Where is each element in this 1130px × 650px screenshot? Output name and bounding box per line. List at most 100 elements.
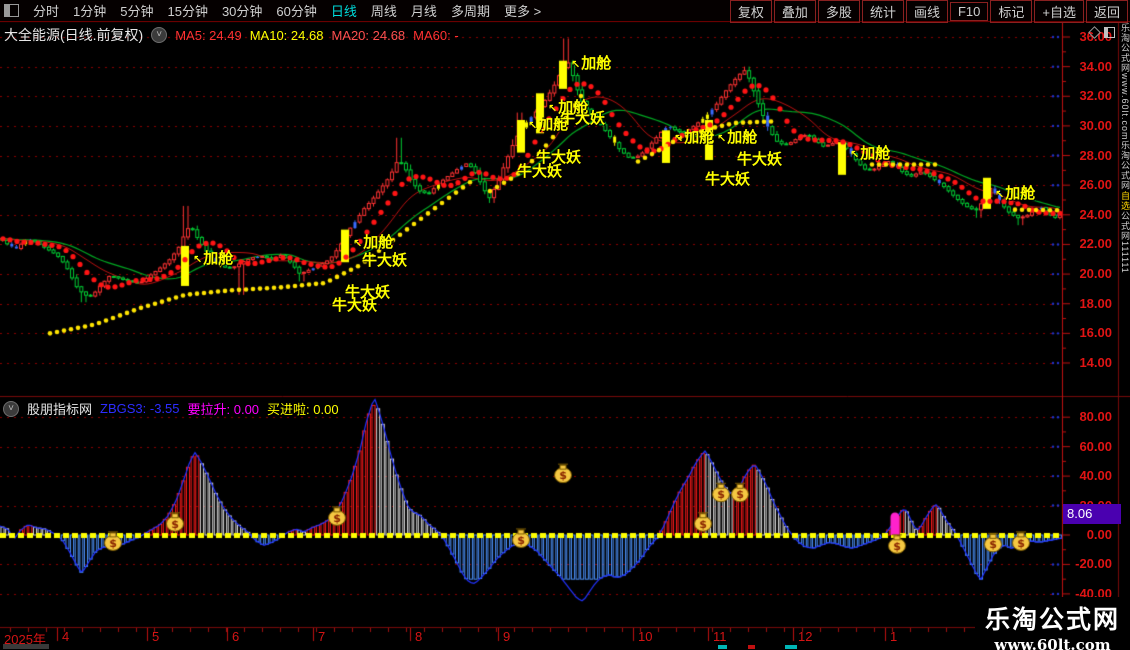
menu-item-2[interactable]: 5分钟 — [120, 4, 154, 19]
main-y-label: 30.00 — [1079, 117, 1112, 133]
statusbar-fragment — [785, 645, 797, 649]
signal-text: 加舱 — [1005, 185, 1036, 202]
strip-text-top: 乐淘公式网www.60lt.com乐淘公式网 — [1120, 23, 1130, 191]
toolbar-button-0[interactable]: 复权 — [729, 0, 772, 23]
toolbar-button-8[interactable]: 返回 — [1085, 0, 1128, 23]
nudayao-label: 牛大妖 — [705, 171, 751, 188]
jiacang-signal-label: ↖加舱 — [674, 126, 714, 147]
menu-item-6[interactable]: 日线 — [330, 4, 357, 19]
signal-text: 加舱 — [581, 55, 612, 72]
main-y-label: 16.00 — [1079, 325, 1112, 341]
menu-item-3[interactable]: 15分钟 — [167, 4, 208, 19]
main-y-label: 14.00 — [1079, 354, 1112, 370]
main-y-label: 22.00 — [1079, 236, 1112, 252]
signal-arrow-icon: ↖ — [528, 120, 538, 132]
month-label: 6 — [232, 629, 240, 644]
indicator-value-0: ZBGS3: -3.55 — [100, 401, 180, 416]
menu-item-1[interactable]: 1分钟 — [73, 4, 107, 19]
panel-split-icon[interactable] — [1104, 27, 1115, 38]
month-label: 12 — [798, 629, 813, 644]
toolbar-button-1[interactable]: 叠加 — [773, 0, 816, 23]
main-y-label: 26.00 — [1079, 177, 1112, 193]
month-label: 10 — [638, 629, 653, 644]
main-y-label: 28.00 — [1079, 147, 1112, 163]
menu-item-9[interactable]: 多周期 — [450, 4, 490, 19]
jiacang-signal-label: ↖加舱 — [193, 247, 233, 268]
menu-item-7[interactable]: 周线 — [370, 4, 397, 19]
main-y-label: 36.00 — [1079, 29, 1112, 44]
jiacang-signal-label: ↖加舱 — [850, 142, 890, 163]
strip-text-mid: 自选 — [1120, 190, 1130, 211]
main-y-label: 18.00 — [1079, 295, 1112, 311]
jiacang-signal-label: ↖加舱 — [548, 96, 588, 117]
jiacang-signal-label: ↖加舱 — [717, 126, 757, 147]
signal-arrow-icon: ↖ — [717, 133, 727, 145]
chevron-down-icon[interactable]: ˅ — [151, 27, 168, 43]
main-y-label: 24.00 — [1079, 206, 1112, 222]
nudayao-label: 牛大妖 — [536, 149, 582, 166]
main-y-label: 20.00 — [1079, 266, 1112, 282]
signal-arrow-icon: ↖ — [674, 133, 684, 145]
month-label: 8 — [415, 629, 423, 644]
signal-arrow-icon: ↖ — [850, 149, 860, 161]
month-label: 4 — [62, 629, 70, 644]
signal-text: 加舱 — [558, 99, 589, 116]
latest-value-badge: 8.06 — [1063, 504, 1121, 524]
menu-item-8[interactable]: 月线 — [410, 4, 437, 19]
main-y-label: 32.00 — [1079, 88, 1112, 104]
month-label: 7 — [318, 629, 326, 644]
nudayao-label: 牛大妖 — [560, 110, 606, 127]
signal-arrow-icon: ↖ — [571, 59, 581, 71]
ma-label-2: MA20: 24.68 — [331, 27, 406, 43]
toolbar-button-5[interactable]: F10 — [949, 1, 989, 21]
menu-item-0[interactable]: 分时 — [33, 4, 60, 19]
statusbar-fragment — [748, 645, 755, 649]
nudayao-label: 牛大妖 — [345, 284, 391, 301]
tools-menu: 复权 叠加 多股 统计 画线 F10 标记 +自选 返回 — [729, 0, 1128, 23]
toolbar-button-2[interactable]: 多股 — [817, 0, 860, 23]
strip-text-bottom: 公式网111111 — [1120, 210, 1130, 274]
signal-arrow-icon: ↖ — [353, 238, 363, 250]
jiacang-signal-label: ↖加舱 — [353, 231, 393, 252]
indicator-value-2: 买进啦: 0.00 — [267, 402, 339, 417]
nudayao-label: 牛大妖 — [517, 163, 563, 180]
layout-toggle-icon[interactable] — [4, 4, 19, 17]
menu-item-10[interactable]: 更多 > — [503, 4, 542, 19]
nudayao-label: 牛大妖 — [362, 252, 408, 269]
chevron-down-icon[interactable]: ˅ — [3, 400, 19, 417]
toolbar-button-3[interactable]: 统计 — [861, 0, 904, 23]
ma-label-3: MA60: - — [413, 27, 459, 43]
chart-title-row: 大全能源(日线.前复权) ˅ MA5: 24.49 MA10: 24.68 MA20… — [4, 25, 459, 45]
nudayao-label: 牛大妖 — [332, 297, 378, 314]
stock-title: 大全能源(日线.前复权) — [4, 27, 144, 43]
toolbar-button-7[interactable]: +自选 — [1034, 0, 1084, 23]
month-label: 9 — [503, 629, 511, 644]
signal-text: 加舱 — [363, 234, 394, 251]
signal-arrow-icon: ↖ — [548, 103, 558, 115]
jiacang-signal-label: ↖加舱 — [571, 52, 611, 73]
lower-y-label: 80.00 — [1079, 409, 1112, 425]
lower-y-label: -20.00 — [1075, 556, 1112, 572]
side-watermark-strip: 乐淘公式网www.60lt.com乐淘公式网 自选 公式网111111 — [1119, 23, 1130, 599]
jiacang-signal-label: ↖加舱 — [528, 113, 568, 134]
ma-label-0: MA5: 24.49 — [175, 27, 242, 43]
lower-y-label: 0.00 — [1086, 527, 1112, 542]
indicator-value-1: 要拉升: 0.00 — [187, 402, 260, 417]
signal-text: 加舱 — [203, 250, 234, 267]
toolbar-button-4[interactable]: 画线 — [905, 0, 948, 23]
menu-item-4[interactable]: 30分钟 — [221, 4, 263, 19]
toolbar-button-6[interactable]: 标记 — [990, 0, 1033, 23]
menu-item-5[interactable]: 60分钟 — [276, 4, 317, 19]
ma-label-1: MA10: 24.68 — [249, 27, 324, 43]
statusbar-fragment — [3, 644, 49, 649]
top-toolbar: 分时 1分钟 5分钟 15分钟 30分钟 60分钟 日线 周线 月线 多周期 更多 > 复权 叠加 多股… — [0, 0, 1130, 23]
month-label: 5 — [152, 629, 160, 644]
period-menu: 分时 1分钟 5分钟 15分钟 30分钟 60分钟 日线 周线 月线 多周期 更多 > — [4, 0, 541, 21]
year-label: 2025年 — [4, 632, 46, 647]
signal-arrow-icon: ↖ — [193, 254, 203, 266]
signal-text: 加舱 — [684, 129, 715, 146]
signal-text: 加舱 — [727, 129, 758, 146]
watermark-url: www.60lt.com — [994, 636, 1111, 650]
